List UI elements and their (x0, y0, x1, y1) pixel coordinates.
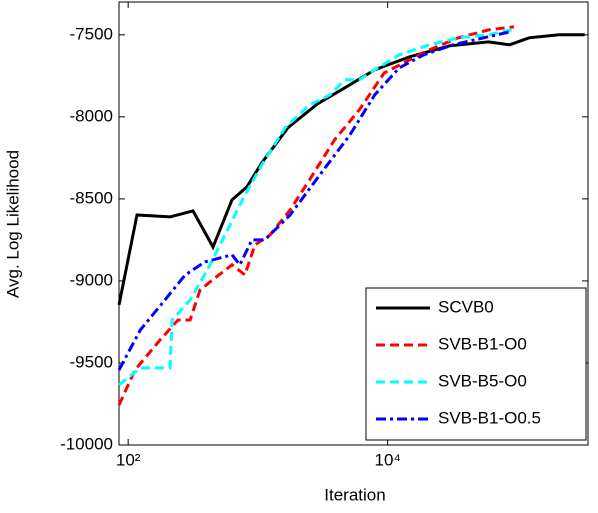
x-tick-label: 10⁴ (375, 450, 401, 469)
y-axis-label: Avg. Log Likelihood (3, 150, 22, 298)
y-tick-label: -8500 (70, 188, 113, 207)
x-axis-label: Iteration (324, 485, 385, 504)
legend-label: SVB-B1-O0.5 (438, 408, 541, 427)
y-tick-label: -9500 (70, 352, 113, 371)
legend-label: SVB-B1-O0 (438, 334, 527, 353)
legend: SCVB0 SVB-B1-O0 SVB-B5-O0 SVB-B1-O0.5 (365, 287, 587, 441)
y-tick-label: -9000 (70, 270, 113, 289)
y-tick-label: -8000 (70, 106, 113, 125)
x-tick-label: 10² (116, 450, 141, 469)
line-series (117, 25, 515, 406)
legend-label: SCVB0 (438, 297, 494, 316)
legend-label: SVB-B5-O0 (438, 371, 527, 390)
line-series (117, 30, 510, 371)
y-tick-label: -10000 (60, 434, 113, 453)
legend-box (365, 287, 587, 441)
line-series (117, 33, 585, 306)
line-series (118, 28, 512, 387)
y-tick-label: -7500 (70, 24, 113, 43)
